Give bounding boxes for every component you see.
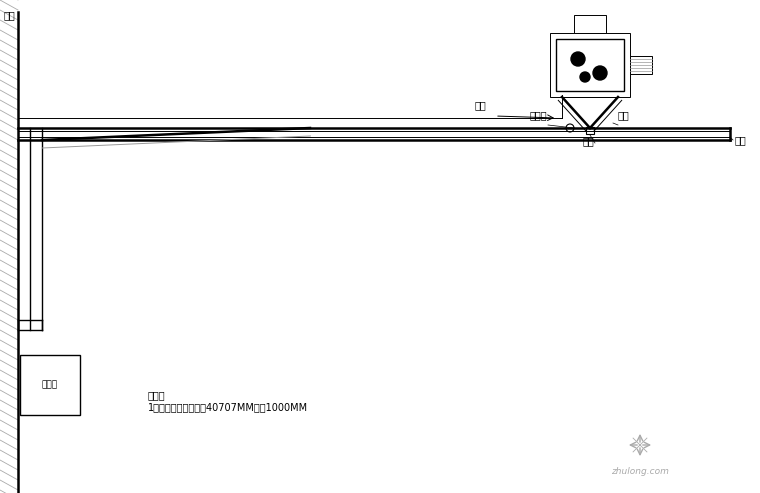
Text: 固定点: 固定点 [530, 110, 548, 120]
Text: 横杆: 横杆 [735, 135, 747, 145]
Text: 支架: 支架 [618, 110, 630, 120]
Circle shape [593, 66, 607, 80]
Text: 说明：: 说明： [148, 390, 166, 400]
Circle shape [571, 52, 585, 66]
Text: 螺丝: 螺丝 [583, 136, 595, 146]
Text: zhulong.com: zhulong.com [611, 467, 669, 476]
Circle shape [566, 124, 574, 132]
Text: 软管: 软管 [475, 100, 486, 110]
Bar [630, 56, 652, 74]
Text: 1、横杆采用镀锌角钢40707MM长度1000MM: 1、横杆采用镀锌角钢40707MM长度1000MM [148, 402, 308, 412]
Bar [574, 15, 606, 33]
Text: 墙体: 墙体 [4, 10, 16, 20]
Bar [550, 33, 630, 97]
Bar [556, 39, 624, 91]
Bar [20, 355, 80, 415]
Circle shape [580, 72, 590, 82]
Bar [586, 127, 594, 134]
Text: 设备箱: 设备箱 [42, 381, 58, 389]
